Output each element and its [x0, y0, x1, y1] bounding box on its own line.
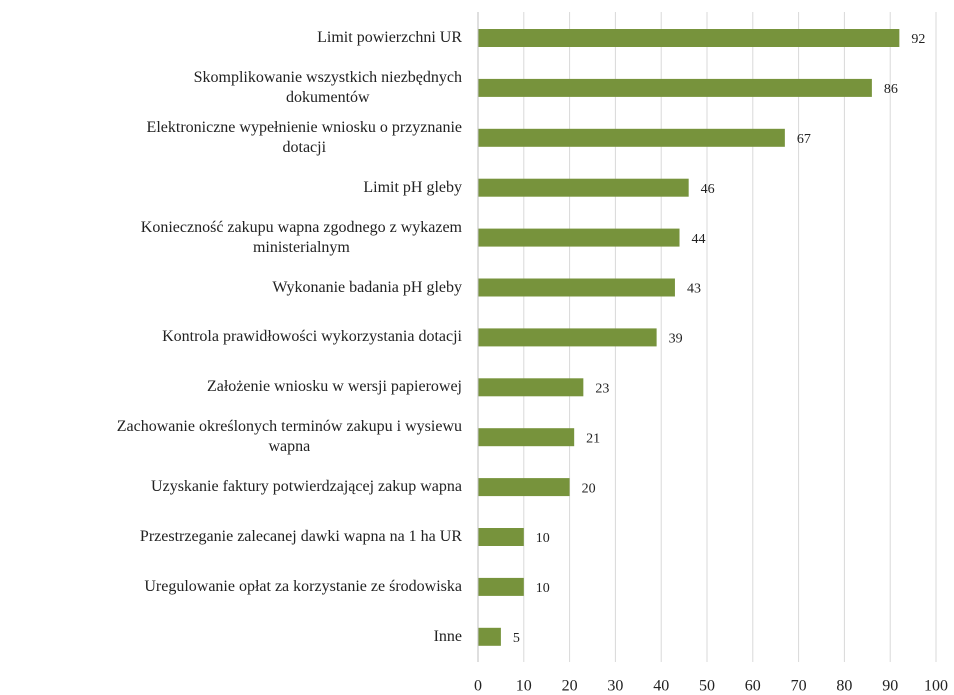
data-label: 10 — [536, 581, 550, 596]
bar — [478, 528, 524, 546]
y-tick-label: Założenie wniosku w wersji papierowej — [206, 378, 462, 396]
y-tick-label-box: Skomplikowanie wszystkich niezbędnych do… — [0, 68, 462, 108]
y-tick-label: Uzyskanie faktury potwierdzającej zakup … — [151, 478, 462, 496]
bar — [478, 278, 675, 297]
y-tick-label: Zachowanie określonych terminów zakupu i… — [116, 418, 462, 456]
x-tick-label: 90 — [882, 678, 898, 695]
y-tick-label-box: Inne — [0, 627, 462, 647]
y-tick-label: Limit pH gleby — [363, 178, 462, 196]
y-tick-label: Limit powierzchni UR — [317, 29, 462, 46]
y-tick-label-box: Kontrola prawidłowości wykorzystania dot… — [0, 327, 462, 347]
y-tick-label: Przestrzeganie zalecanej dawki wapna na … — [139, 528, 462, 545]
bar — [478, 627, 501, 646]
x-tick-label: 80 — [836, 678, 852, 695]
y-tick-label: Uregulowanie opłat za korzystanie ze śro… — [144, 577, 462, 595]
x-tick-label: 100 — [924, 678, 948, 695]
y-tick-label: Konieczność zakupu wapna zgodnego z wyka… — [140, 218, 462, 256]
data-label: 21 — [586, 431, 600, 446]
y-tick-label-box: Elektroniczne wypełnienie wniosku o przy… — [0, 118, 462, 158]
bar — [478, 577, 524, 596]
x-tick-label: 10 — [516, 678, 532, 695]
y-tick-label-box: Uregulowanie opłat za korzystanie ze śro… — [0, 577, 462, 597]
y-tick-label-box: Zachowanie określonych terminów zakupu i… — [0, 417, 462, 457]
data-label: 43 — [687, 282, 701, 297]
y-tick-label-box: Uzyskanie faktury potwierdzającej zakup … — [0, 477, 462, 497]
data-label: 5 — [513, 631, 520, 646]
bar — [478, 228, 680, 247]
data-label: 44 — [692, 232, 706, 247]
y-tick-label-box: Wykonanie badania pH gleby — [0, 278, 462, 298]
bar — [478, 428, 575, 447]
data-label: 86 — [884, 82, 898, 97]
y-tick-label-box: Przestrzeganie zalecanej dawki wapna na … — [0, 527, 462, 547]
bar — [478, 78, 872, 97]
bar — [478, 178, 689, 197]
bar — [478, 378, 584, 397]
data-label: 67 — [797, 132, 811, 147]
y-tick-label-box: Konieczność zakupu wapna zgodnego z wyka… — [0, 218, 462, 258]
bar — [478, 128, 785, 147]
y-tick-label: Wykonanie badania pH gleby — [272, 278, 462, 296]
y-tick-label-box: Limit pH gleby — [0, 178, 462, 198]
y-tick-label: Skomplikowanie wszystkich niezbędnych do… — [193, 68, 462, 106]
y-tick-label: Inne — [433, 627, 462, 645]
x-tick-label: 50 — [699, 678, 715, 695]
data-label: 46 — [701, 182, 715, 197]
data-label: 10 — [536, 531, 550, 546]
data-label: 39 — [669, 332, 683, 347]
bar — [478, 478, 570, 497]
x-tick-label: 40 — [653, 678, 669, 695]
x-tick-label: 70 — [791, 678, 807, 695]
x-tick-label: 20 — [562, 678, 578, 695]
data-label: 20 — [582, 481, 596, 496]
bar — [478, 328, 657, 347]
x-tick-label: 0 — [474, 678, 482, 695]
data-label: 23 — [595, 382, 609, 397]
data-label: 92 — [911, 32, 925, 47]
y-tick-label: Kontrola prawidłowości wykorzystania dot… — [162, 328, 462, 346]
x-tick-label: 30 — [607, 678, 623, 695]
y-tick-label-box: Założenie wniosku w wersji papierowej — [0, 377, 462, 397]
x-tick-label: 60 — [745, 678, 761, 695]
bar — [478, 29, 900, 47]
y-tick-label-box: Limit powierzchni UR — [0, 28, 462, 48]
y-tick-label: Elektroniczne wypełnienie wniosku o przy… — [146, 118, 462, 156]
